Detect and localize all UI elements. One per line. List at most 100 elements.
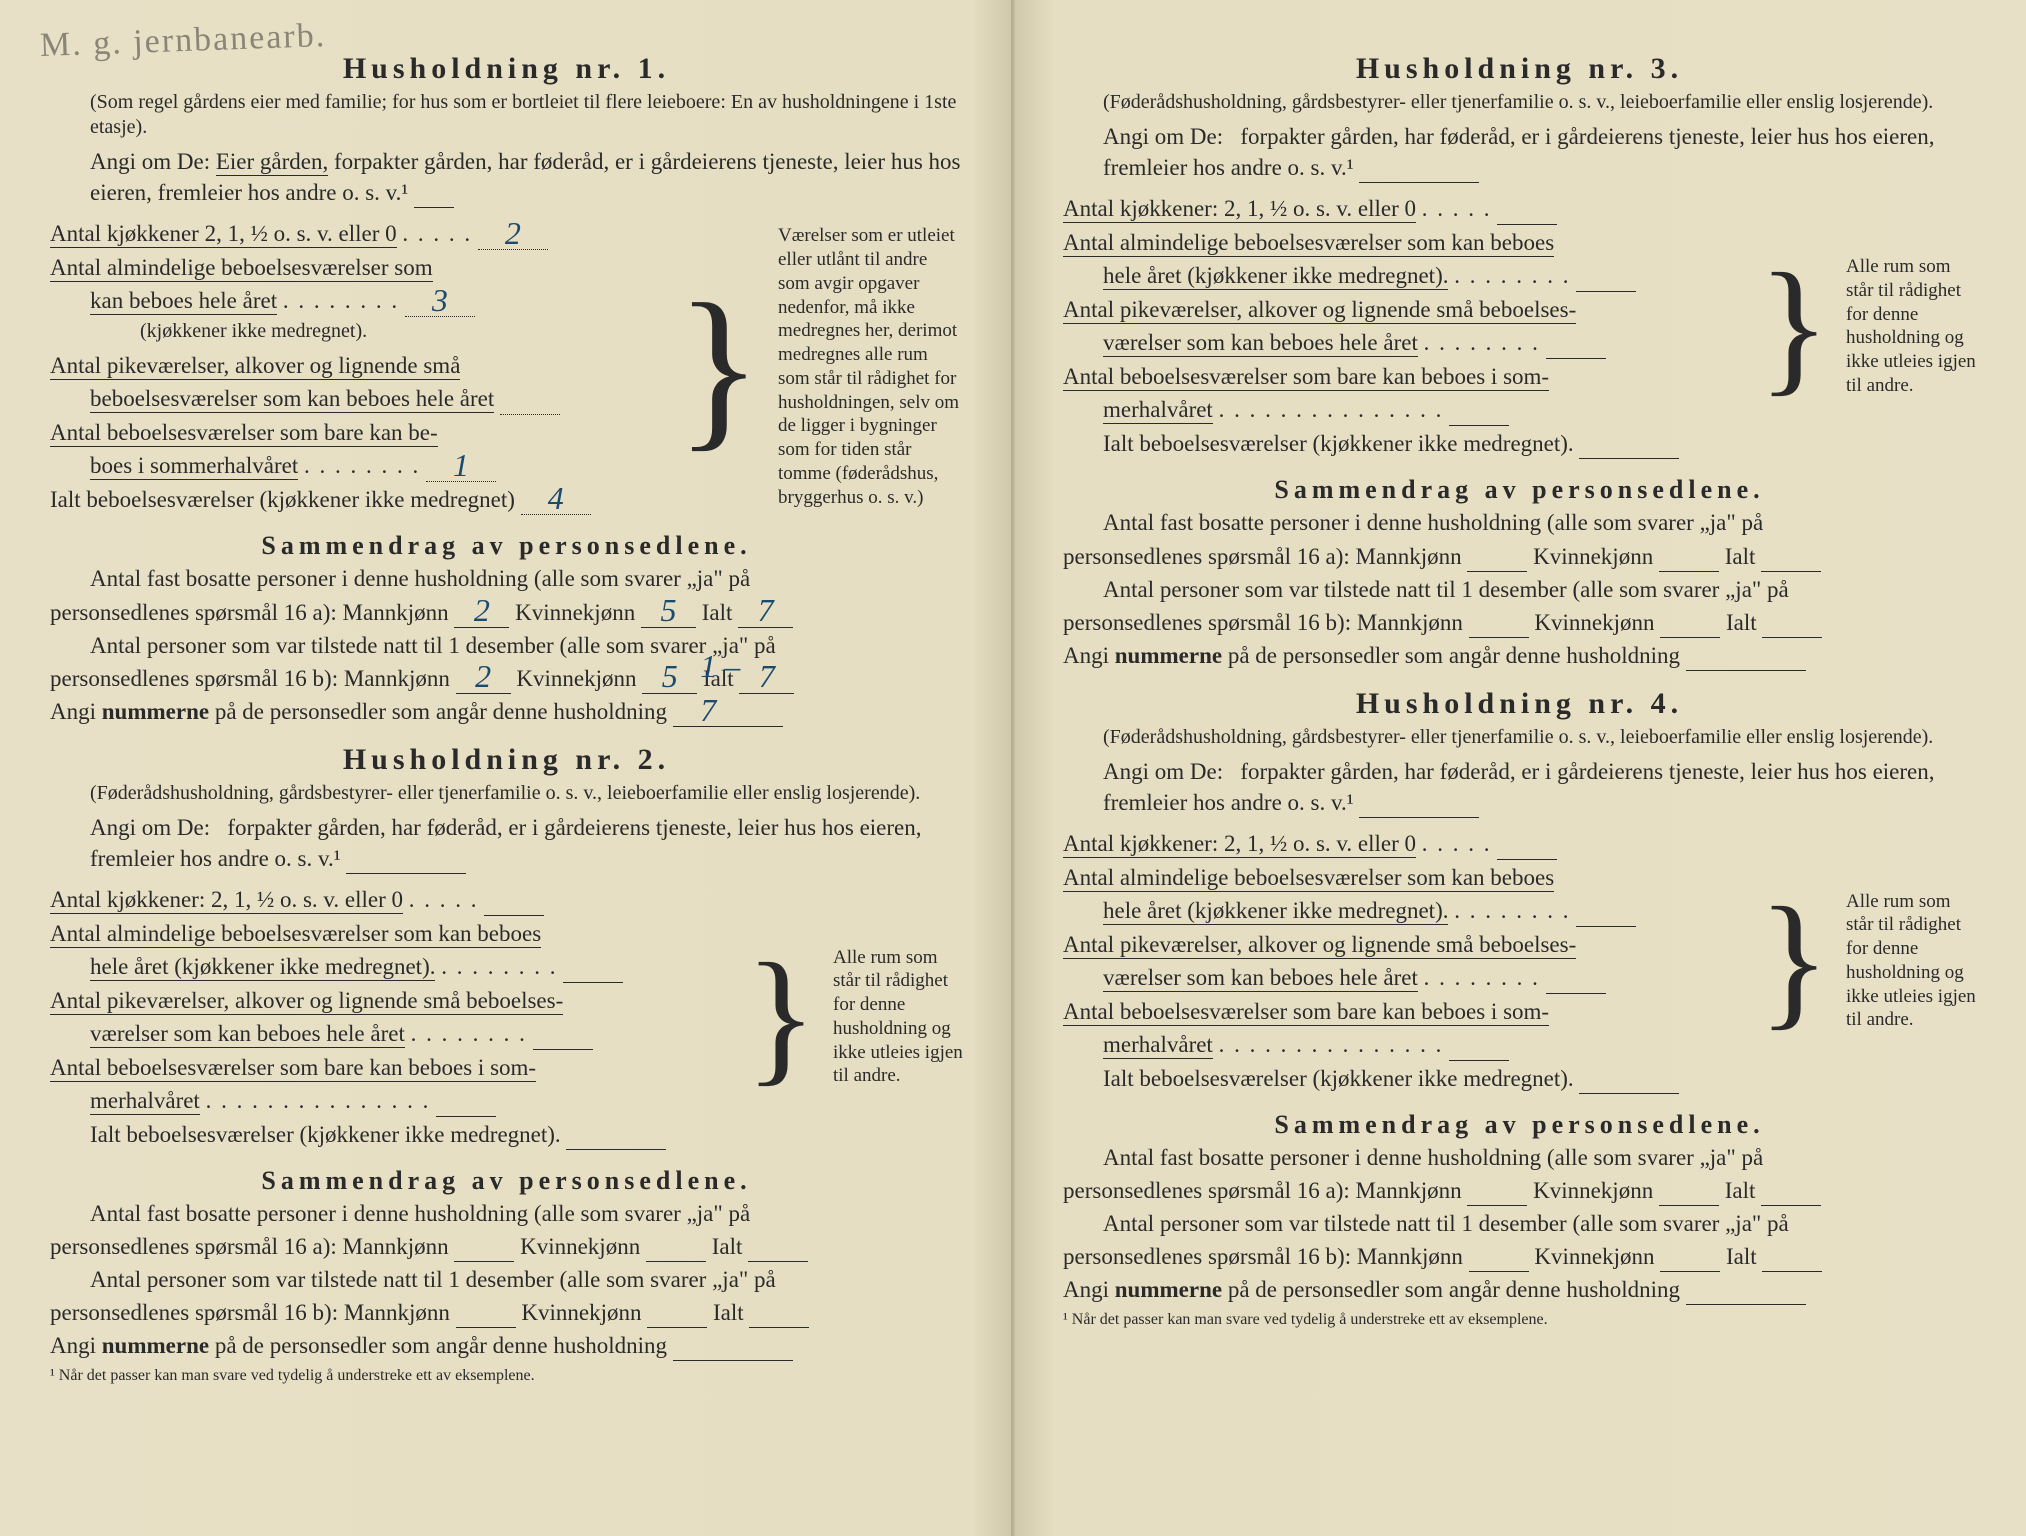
h3-angi: Angi om De: forpakter gården, har føderå… (1063, 121, 1976, 183)
h1-r3b: beboelsesværelser som kan beboes hele år… (50, 383, 660, 415)
h2-sam-l4-i-fill (749, 1304, 809, 1328)
h4-sam-num-pre: Angi (1063, 1277, 1109, 1302)
h2-sam-num-fill (673, 1337, 793, 1361)
h2-sam-l2-i-fill (748, 1238, 808, 1262)
h1-sam-l4-pre: personsedlenes spørsmål 16 b): Mannkjønn (50, 666, 450, 691)
h2-r5: Ialt beboelsesværelser (kjøkkener ikke m… (50, 1119, 729, 1150)
h4-r1-label: Antal kjøkkener: 2, 1, ½ o. s. v. eller … (1063, 831, 1416, 858)
h4-brace: } (1758, 893, 1830, 1028)
h1-sam-l2-m-fill: 2 (454, 604, 509, 628)
h1-sam-l4-i: 7 (759, 655, 775, 698)
h2-sam-l2-k-fill (646, 1238, 706, 1262)
dots (402, 221, 472, 246)
h4-sam-l4-end: Ialt (1726, 1244, 1757, 1269)
h4-sam-l4-i-fill (1762, 1248, 1822, 1272)
h4-rooms-block: Antal kjøkkener: 2, 1, ½ o. s. v. eller … (1063, 826, 1976, 1096)
h4-sam-num-fill (1686, 1281, 1806, 1305)
h3-r3b-label: værelser som kan beboes hele året (1103, 330, 1418, 357)
h1-r1-value: 2 (505, 212, 521, 255)
h2-sam-l4-mid: Kvinnekjønn (521, 1300, 641, 1325)
h3-r3b: værelser som kan beboes hele året (1063, 327, 1742, 359)
dots (1424, 965, 1540, 990)
h2-sam-num: Angi nummerne på de personsedler som ang… (50, 1330, 963, 1361)
h1-brace: } (676, 286, 762, 448)
h4-r2b-label: hele året (kjøkkener ikke medregnet). (1103, 898, 1448, 925)
dots (283, 288, 399, 313)
h3-r2a: Antal almindelige beboelsesværelser som … (1063, 227, 1742, 258)
h2-title: Husholdning nr. 2. (50, 743, 963, 777)
h4-angi-rest: forpakter gården, har føderåd, er i gård… (1103, 759, 1935, 815)
h3-sam-l4-i-fill (1762, 614, 1822, 638)
h1-sam-title: Sammendrag av personsedlene. (50, 531, 963, 561)
h3-r5-label: Ialt beboelsesværelser (kjøkkener ikke m… (1103, 431, 1574, 456)
h4-r2a-label: Antal almindelige beboelsesværelser som … (1063, 865, 1554, 892)
h4-sam-l4-m-fill (1469, 1248, 1529, 1272)
h4-r4a: Antal beboelsesværelser som bare kan beb… (1063, 996, 1742, 1027)
h2-r4a: Antal beboelsesværelser som bare kan beb… (50, 1052, 729, 1083)
h2-r2a-label: Antal almindelige beboelsesværelser som … (50, 921, 541, 948)
h3-r4a-label: Antal beboelsesværelser som bare kan beb… (1063, 364, 1549, 391)
h3-brace-col: } (1754, 191, 1834, 461)
h3-title: Husholdning nr. 3. (1063, 52, 1976, 86)
h1-r2-value: 3 (432, 279, 448, 322)
h4-r5-label: Ialt beboelsesværelser (kjøkkener ikke m… (1103, 1066, 1574, 1091)
dots (441, 954, 557, 979)
h4-angi: Angi om De: forpakter gården, har føderå… (1063, 756, 1976, 818)
h4-sam-l3: Antal personer som var tilstede natt til… (1063, 1208, 1976, 1239)
h1-sam-num-bold: nummerne (102, 699, 209, 724)
h3-sam-num-fill (1686, 647, 1806, 671)
h1-sam-l4-m-fill: 2 (456, 670, 511, 694)
h1-r3b-label: beboelsesværelser som kan beboes hele år… (90, 386, 494, 413)
h4-title: Husholdning nr. 4. (1063, 687, 1976, 721)
h2-r4b: merhalvåret (50, 1085, 729, 1117)
dots (409, 887, 479, 912)
h2-side-note: Alle rum som står til rådighet for denne… (833, 946, 963, 1089)
h1-sam-l2-i: 7 (758, 589, 774, 632)
dots (1219, 1032, 1444, 1057)
h2-sam-num-bold: nummerne (102, 1333, 209, 1358)
h1-brace-col: } (672, 216, 766, 517)
h2-r4b-label: merhalvåret (90, 1088, 200, 1115)
h1-sam-num-rest: på de personsedler som angår denne husho… (215, 699, 667, 724)
h2-rooms-block: Antal kjøkkener: 2, 1, ½ o. s. v. eller … (50, 882, 963, 1152)
h4-r1-fill (1497, 836, 1557, 860)
h3-r5: Ialt beboelsesværelser (kjøkkener ikke m… (1063, 428, 1742, 459)
h1-sam-l2-m: 2 (474, 589, 490, 632)
h4-sam-num-rest: på de personsedler som angår denne husho… (1228, 1277, 1680, 1302)
h1-sam-l1: Antal fast bosatte personer i denne hush… (50, 563, 963, 594)
h4-r4b: merhalvåret (1063, 1029, 1742, 1061)
h3-angi-fill (1359, 159, 1479, 183)
h4-r2b: hele året (kjøkkener ikke medregnet). (1063, 895, 1742, 927)
h1-r2b-label: kan beboes hele året (90, 288, 277, 315)
dots (206, 1088, 431, 1113)
h3-r3a: Antal pikeværelser, alkover og lignende … (1063, 294, 1742, 325)
h3-r1: Antal kjøkkener: 2, 1, ½ o. s. v. eller … (1063, 193, 1742, 225)
h4-sam-l1: Antal fast bosatte personer i denne hush… (1063, 1142, 1976, 1173)
h4-angi-prefix: Angi om De: (1103, 759, 1223, 784)
h1-r3a: Antal pikeværelser, alkover og lignende … (50, 350, 660, 381)
h2-r3b-label: værelser som kan beboes hele året (90, 1021, 405, 1048)
h1-sam-l4-k-fill: 5 (642, 670, 697, 694)
h3-subnote: (Føderådshusholdning, gårdsbestyrer- ell… (1063, 90, 1976, 115)
h1-r1-fill: 2 (478, 226, 548, 250)
dots (1454, 898, 1570, 923)
h3-r2a-label: Antal almindelige beboelsesværelser som … (1063, 230, 1554, 257)
h3-sam-l3: Antal personer som var tilstede natt til… (1063, 574, 1976, 605)
h2-sam-l4: personsedlenes spørsmål 16 b): Mannkjønn… (50, 1297, 963, 1328)
h4-r2-fill (1576, 903, 1636, 927)
h4-sam-l4: personsedlenes spørsmål 16 b): Mannkjønn… (1063, 1241, 1976, 1272)
h4-brace-col: } (1754, 826, 1834, 1096)
h2-sam-num-pre: Angi (50, 1333, 96, 1358)
h3-side-note: Alle rum som står til rådighet for denne… (1846, 255, 1976, 398)
h4-r3-fill (1546, 970, 1606, 994)
h1-r5-label: Ialt beboelsesværelser (kjøkkener ikke m… (50, 487, 515, 512)
h1-r4b-label: boes i sommerhalvåret (90, 453, 298, 480)
h1-angi-underlined: Eier gården, (216, 149, 328, 176)
h1-r5: Ialt beboelsesværelser (kjøkkener ikke m… (50, 484, 660, 515)
dots (1219, 397, 1444, 422)
h2-subnote: (Føderådshusholdning, gårdsbestyrer- ell… (50, 781, 963, 806)
h1-r2a: Antal almindelige beboelsesværelser som (50, 252, 660, 283)
h1-sam-num-pre: Angi (50, 699, 96, 724)
h1-sam-l3: Antal personer som var tilstede natt til… (50, 630, 963, 661)
dots (1422, 196, 1492, 221)
